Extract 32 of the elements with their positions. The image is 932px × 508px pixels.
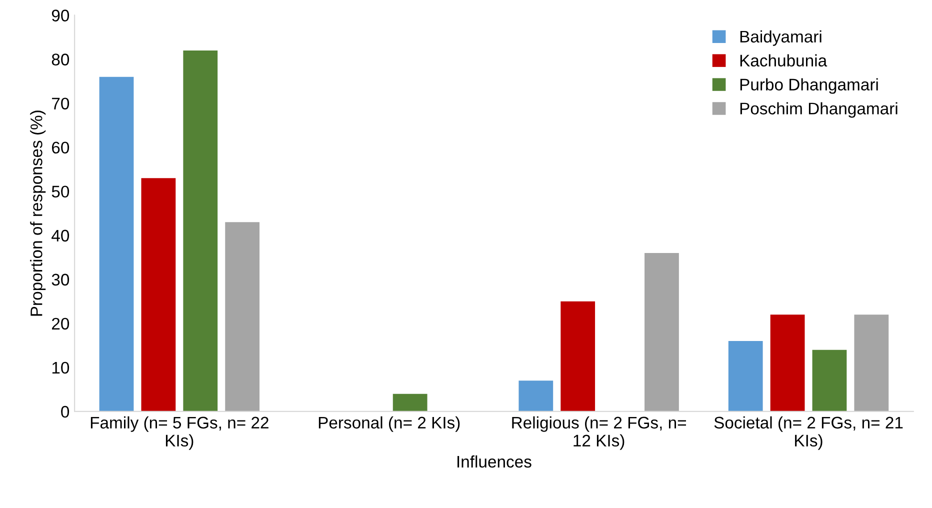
bar	[141, 178, 176, 412]
y-tick-label: 40	[52, 230, 70, 242]
y-axis-title: Proportion of responses (%)	[30, 110, 46, 316]
y-tick-label: 30	[52, 274, 70, 286]
bar	[854, 314, 889, 412]
bar	[99, 76, 134, 412]
x-tick-label: Societal (n= 2 FGs, n= 21 KIs)	[714, 416, 903, 450]
bar	[812, 350, 847, 412]
bar	[770, 314, 805, 412]
bar	[728, 341, 763, 412]
y-tick-label: 50	[52, 186, 70, 198]
y-tick-label: 60	[52, 142, 70, 154]
bar	[183, 50, 218, 412]
bar	[392, 394, 428, 412]
legend-label: Kachubunia	[740, 54, 828, 67]
y-tick-label: 0	[61, 406, 70, 418]
bar	[225, 222, 260, 412]
x-axis-title: Influences	[458, 455, 532, 468]
legend-label: Purbo Dhangamari	[740, 78, 878, 94]
x-tick-label: Religious (n= 2 FGs, n= 12 KIs)	[512, 416, 686, 450]
bar	[518, 380, 554, 412]
y-tick-label: 90	[52, 10, 70, 22]
bar	[644, 252, 679, 412]
bar	[560, 301, 596, 412]
x-tick-label: Personal (n= 2 KIs)	[318, 416, 460, 432]
legend-label: Baidyamari	[740, 30, 822, 46]
y-tick-label: 70	[52, 98, 70, 110]
legend-label: Poschim Dhangamari	[740, 102, 898, 118]
y-tick-label: 80	[52, 54, 70, 66]
y-tick-label: 20	[52, 318, 70, 330]
x-tick-label: Family (n= 5 FGs, n= 22 KIs)	[90, 416, 268, 450]
y-tick-label: 10	[52, 362, 70, 374]
